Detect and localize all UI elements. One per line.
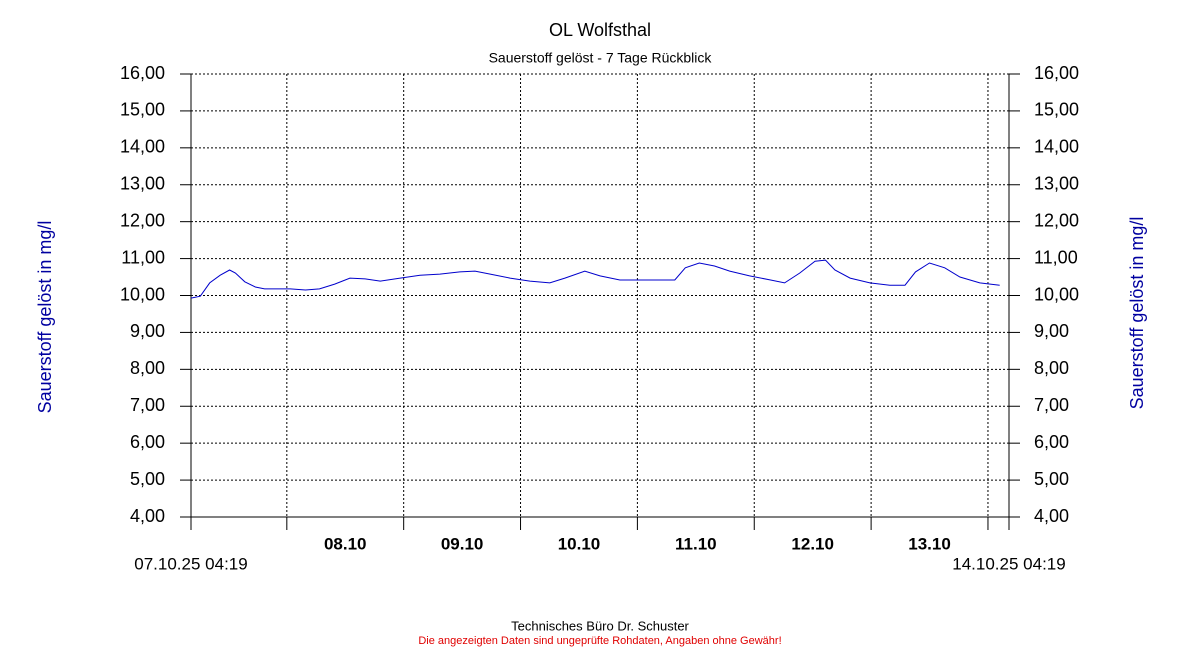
y2-tick-label: 6,00 [1034,432,1069,452]
x-tick-label: 12.10 [791,534,834,553]
y2-tick-label: 10,00 [1034,284,1079,304]
y2-tick-label: 4,00 [1034,506,1069,526]
y2-tick-label: 16,00 [1034,63,1079,83]
y2-tick-label: 5,00 [1034,469,1069,489]
y2-tick-label: 13,00 [1034,174,1079,194]
y-tick-label: 16,00 [120,63,165,83]
x-tick-label: 09.10 [441,534,484,553]
y-tick-label: 4,00 [130,506,165,526]
x-tick-label: 10.10 [558,534,601,553]
y-tick-label: 15,00 [120,100,165,120]
chart-subtitle: Sauerstoff gelöst - 7 Tage Rückblick [489,50,713,66]
y-tick-label: 14,00 [120,137,165,157]
y2-tick-label: 9,00 [1034,321,1069,341]
y2-tick-label: 14,00 [1034,137,1079,157]
y-tick-label: 10,00 [120,284,165,304]
y2-axis-label: Sauerstoff gelöst in mg/l [1127,217,1147,410]
y2-tick-label: 11,00 [1034,247,1078,267]
y-tick-label: 6,00 [130,432,165,452]
y-tick-label: 8,00 [130,358,165,378]
footer-credit: Technisches Büro Dr. Schuster [511,618,689,633]
y-tick-label: 11,00 [121,247,165,267]
footer-disclaimer: Die angezeigten Daten sind ungeprüfte Ro… [418,635,781,647]
y-axis-label: Sauerstoff gelöst in mg/l [35,221,55,414]
y-tick-label: 13,00 [120,174,165,194]
y2-tick-label: 15,00 [1034,100,1079,120]
chart-title: OL Wolfsthal [549,20,651,40]
y-tick-label: 5,00 [130,469,165,489]
y-tick-label: 7,00 [130,395,165,415]
x-end-label: 14.10.25 04:19 [952,554,1065,573]
y-tick-label: 9,00 [130,321,165,341]
x-start-label: 07.10.25 04:19 [134,554,247,573]
y-tick-label: 12,00 [120,210,165,230]
x-tick-label: 08.10 [324,534,367,553]
y2-tick-label: 12,00 [1034,210,1079,230]
x-tick-label: 13.10 [908,534,951,553]
x-tick-label: 11.10 [675,534,717,553]
data-line [190,259,1000,299]
y2-tick-label: 7,00 [1034,395,1069,415]
y2-tick-label: 8,00 [1034,358,1069,378]
